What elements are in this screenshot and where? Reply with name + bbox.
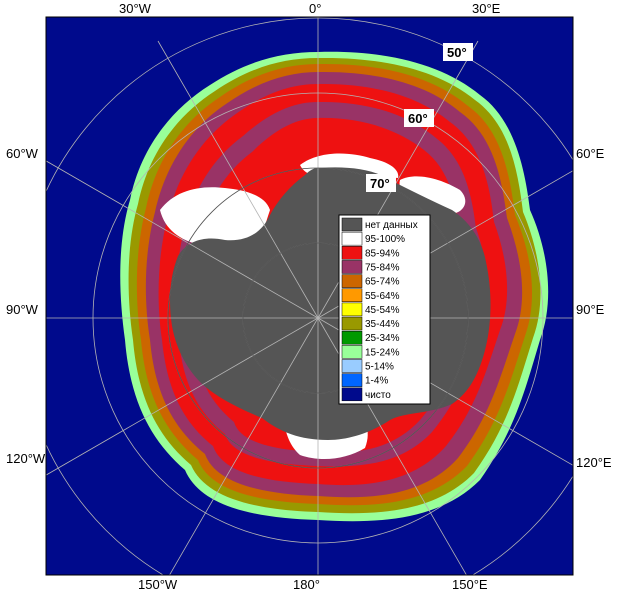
- lon-label-0: 0°: [309, 1, 321, 16]
- legend-label: чисто: [365, 390, 391, 401]
- lat-label-50-box: [443, 43, 473, 61]
- legend-swatch: [341, 387, 363, 402]
- lat-label-70-box: [366, 174, 396, 192]
- legend-label: 65-74%: [365, 277, 400, 288]
- legend-label: 85-94%: [365, 248, 400, 259]
- lon-label-30e: 30°E: [472, 1, 501, 16]
- legend-label: 15-24%: [365, 347, 400, 358]
- lon-label-60w: 60°W: [6, 146, 39, 161]
- legend-label: 5-14%: [365, 362, 394, 373]
- legend-label: 35-44%: [365, 319, 400, 330]
- lon-label-150e: 150°E: [452, 577, 488, 592]
- lon-label-120e: 120°E: [576, 455, 612, 470]
- legend-label: 95-100%: [365, 234, 405, 245]
- ice-patch-95-100-weddell: [160, 187, 270, 255]
- lon-label-120w: 120°W: [6, 451, 46, 466]
- legend-swatch: [341, 231, 363, 246]
- legend: нет данных 95-100% 85-94% 75-84% 65-74% 55-64…: [338, 214, 431, 405]
- legend-swatch: [341, 246, 363, 260]
- lon-label-90w: 90°W: [6, 302, 39, 317]
- lat-label-60-box: [404, 109, 434, 127]
- legend-label: 25-34%: [365, 333, 400, 344]
- lon-label-30w: 30°W: [119, 1, 152, 16]
- legend-label: 75-84%: [365, 262, 400, 273]
- lon-label-90e: 90°E: [576, 302, 605, 317]
- map-frame: [45, 16, 574, 576]
- legend-swatch: [341, 359, 363, 373]
- legend-swatch: [341, 217, 363, 232]
- legend-swatch: [341, 330, 363, 345]
- legend-swatch: [341, 260, 363, 274]
- legend-swatch: [341, 274, 363, 288]
- legend-swatch: [341, 302, 363, 317]
- legend-label: 1-4%: [365, 376, 388, 387]
- lon-label-60e: 60°E: [576, 146, 605, 161]
- lon-label-150w: 150°W: [138, 577, 178, 592]
- lat-label-60: 60°: [408, 111, 428, 126]
- lat-label-70: 70°: [370, 176, 390, 191]
- legend-label: нет данных: [365, 220, 418, 231]
- latitude-circle-70: [167, 167, 469, 469]
- legend-swatch: [341, 316, 363, 331]
- legend-label: 45-54%: [365, 305, 400, 316]
- legend-swatch: [341, 345, 363, 359]
- legend-swatch: [341, 373, 363, 387]
- legend-label: 55-64%: [365, 291, 400, 302]
- lon-label-180: 180°: [293, 577, 320, 592]
- legend-swatch: [341, 288, 363, 302]
- ice-patch-95-100-east: [399, 176, 466, 214]
- lat-label-50: 50°: [447, 45, 467, 60]
